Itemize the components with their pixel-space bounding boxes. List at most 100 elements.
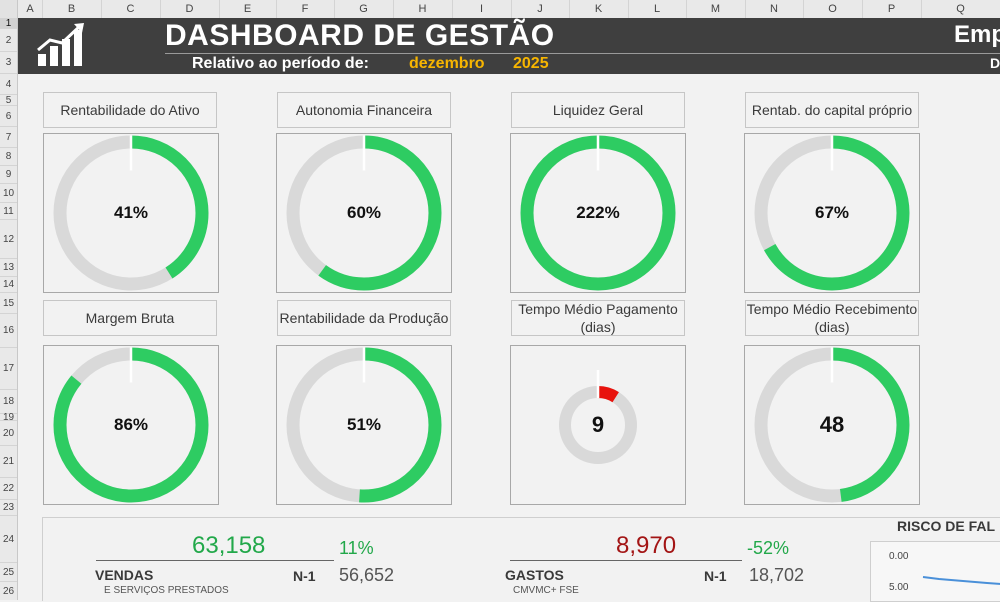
column-header-b[interactable]: B (42, 0, 102, 18)
row-header[interactable]: 4 (0, 74, 17, 95)
row-header[interactable]: 7 (0, 127, 17, 148)
row-header[interactable]: 25 (0, 563, 17, 582)
sales-prev-label: N-1 (293, 568, 316, 584)
row-header[interactable]: 24 (0, 516, 17, 563)
donut-gauge (559, 370, 637, 464)
period-month[interactable]: dezembro (409, 55, 485, 72)
column-header-a[interactable]: A (18, 0, 43, 18)
row-header[interactable]: 2 (0, 29, 17, 52)
row-header[interactable]: 15 (0, 293, 17, 314)
expenses-change: -52% (747, 538, 790, 558)
column-header-bar: A B C D E F G H I J K L M N O P Q (0, 0, 1000, 19)
kpi-label-rentabilidade-ativo: Rentabilidade do Ativo (43, 92, 217, 128)
column-header-c[interactable]: C (101, 0, 161, 18)
kpi-gauge-rentab-capital-proprio: 67% (744, 133, 920, 293)
column-header-h[interactable]: H (393, 0, 453, 18)
kpi-value: 60% (346, 203, 382, 222)
kpi-label-autonomia-financeira: Autonomia Financeira (277, 92, 451, 128)
kpi-value: 222% (576, 203, 620, 222)
donut-gauge (53, 347, 209, 503)
kpi-gauge-tempo-medio-pagamento: 9 (510, 345, 686, 505)
kpi-value: 9 (591, 412, 605, 437)
kpi-label-tempo-medio-recebimento: Tempo Médio Recebimento (dias) (745, 300, 919, 336)
column-header-i[interactable]: I (452, 0, 512, 18)
kpi-label-tempo-medio-pagamento: Tempo Médio Pagamento (dias) (511, 300, 685, 336)
row-header[interactable]: 23 (0, 500, 17, 516)
risk-tick-label: 5.00 (889, 582, 909, 593)
row-header[interactable]: 3 (0, 52, 17, 74)
column-header-g[interactable]: G (334, 0, 394, 18)
row-header[interactable]: 13 (0, 259, 17, 277)
row-header[interactable]: 16 (0, 314, 17, 348)
column-header-j[interactable]: J (511, 0, 570, 18)
sales-sublabel: E SERVIÇOS PRESTADOS (104, 585, 229, 596)
expenses-sublabel: CMVMC+ FSE (513, 585, 579, 596)
expenses-underline (510, 560, 742, 561)
page-title: DASHBOARD DE GESTÃO (165, 19, 555, 52)
expenses-value: 8,970 (616, 532, 677, 559)
row-header[interactable]: 9 (0, 166, 17, 184)
kpi-value: 41% (113, 203, 149, 222)
company-subtitle: D (990, 55, 1000, 71)
row-header[interactable]: 5 (0, 95, 17, 106)
kpi-label-rentab-capital-proprio: Rentab. do capital próprio (745, 92, 919, 128)
row-header-bar: 1 2 3 4 5 6 7 8 9 10 11 12 13 14 15 16 1… (0, 18, 18, 600)
row-header[interactable]: 21 (0, 446, 17, 478)
sales-change: 11% (339, 538, 374, 558)
donut-gauge (53, 135, 209, 291)
row-header[interactable]: 8 (0, 148, 17, 166)
column-header-l[interactable]: L (628, 0, 687, 18)
period-year[interactable]: 2025 (513, 55, 549, 72)
row-header[interactable]: 20 (0, 421, 17, 446)
expenses-label: GASTOS (505, 567, 564, 583)
kpi-gauge-rentabilidade-ativo: 41% (43, 133, 219, 293)
donut-gauge (754, 135, 910, 291)
kpi-value: 86% (113, 415, 149, 434)
row-header[interactable]: 12 (0, 220, 17, 259)
row-header[interactable]: 19 (0, 412, 17, 423)
donut-gauge (754, 347, 910, 503)
kpi-gauge-liquidez-geral: 222% (510, 133, 686, 293)
column-header-m[interactable]: M (686, 0, 746, 18)
summary-panel (42, 517, 1000, 601)
sales-prev-value: 56,652 (339, 565, 395, 585)
kpi-label-rentabilidade-producao: Rentabilidade da Produção (277, 300, 451, 336)
column-header-q[interactable]: Q (956, 3, 965, 15)
period-label: Relativo ao período de: (192, 55, 369, 72)
risk-trend-line (922, 576, 1000, 585)
select-all-corner[interactable] (0, 0, 18, 18)
row-header[interactable]: 26 (2, 585, 15, 597)
donut-gauge (286, 135, 442, 291)
kpi-value: 51% (346, 415, 382, 434)
column-header-n[interactable]: N (745, 0, 804, 18)
kpi-gauge-tempo-medio-recebimento: 48 (744, 345, 920, 505)
column-header-e[interactable]: E (219, 0, 277, 18)
row-header[interactable]: 1 (0, 18, 17, 29)
row-header[interactable]: 22 (0, 478, 17, 500)
row-header[interactable]: 11 (0, 203, 17, 220)
risk-chart: 0.00 5.00 (870, 541, 1000, 602)
column-header-d[interactable]: D (160, 0, 220, 18)
bar-chart-trend-icon (36, 22, 86, 73)
sales-value: 63,158 (192, 532, 266, 559)
risk-tick-label: 0.00 (889, 551, 909, 562)
row-header[interactable]: 14 (0, 277, 17, 293)
kpi-value: 48 (819, 412, 845, 437)
kpi-label-liquidez-geral: Liquidez Geral (511, 92, 685, 128)
column-header-k[interactable]: K (569, 0, 629, 18)
kpi-gauge-margem-bruta: 86% (43, 345, 219, 505)
column-header-p[interactable]: P (862, 0, 922, 18)
company-name: Emp (954, 21, 1000, 48)
kpi-gauge-rentabilidade-producao: 51% (276, 345, 452, 505)
kpi-gauge-autonomia-financeira: 60% (276, 133, 452, 293)
row-header[interactable]: 18 (0, 390, 17, 414)
donut-gauge (286, 347, 442, 503)
column-header-f[interactable]: F (276, 0, 335, 18)
column-header-o[interactable]: O (803, 0, 863, 18)
row-header[interactable]: 17 (0, 348, 17, 390)
kpi-value: 67% (814, 203, 850, 222)
row-header[interactable]: 10 (0, 184, 17, 203)
sales-label: VENDAS (95, 567, 154, 583)
row-header[interactable]: 6 (0, 106, 17, 127)
expenses-prev-value: 18,702 (749, 565, 805, 585)
